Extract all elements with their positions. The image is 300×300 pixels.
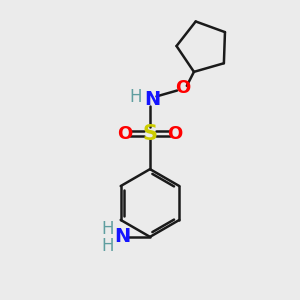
- Text: O: O: [167, 125, 183, 143]
- Text: N: N: [144, 90, 160, 110]
- Text: N: N: [114, 227, 130, 246]
- Text: H: H: [130, 88, 142, 106]
- Text: H: H: [101, 237, 114, 255]
- Text: S: S: [142, 124, 158, 144]
- Text: O: O: [117, 125, 133, 143]
- Text: O: O: [175, 79, 190, 97]
- Text: H: H: [101, 220, 114, 238]
